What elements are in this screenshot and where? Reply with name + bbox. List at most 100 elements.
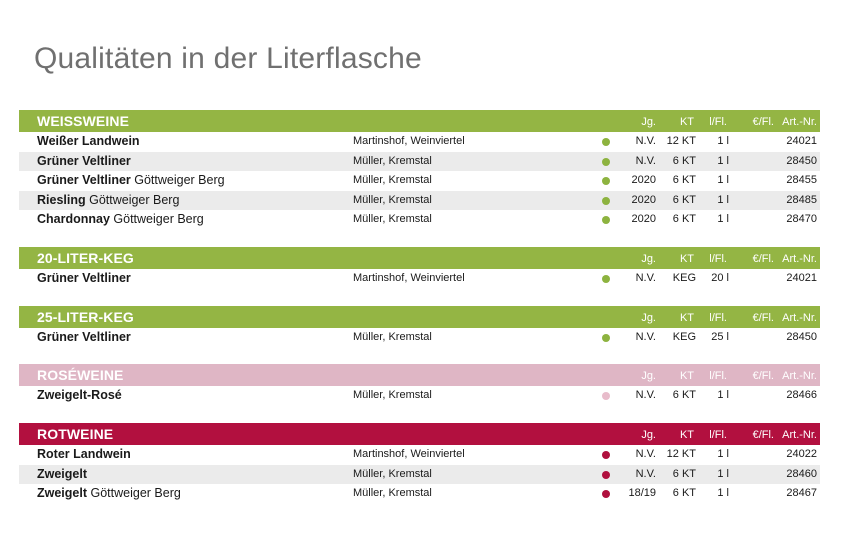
column-header-art: Art.-Nr. — [782, 253, 817, 265]
color-dot-icon — [602, 334, 610, 342]
wine-name-suffix: Göttweiger Berg — [85, 192, 180, 207]
column-header-eur: €/Fl. — [752, 253, 774, 265]
producer: Müller, Kremstal — [353, 467, 432, 480]
cell-art: 28466 — [786, 389, 817, 401]
section-title: 25-LITER-KEG — [37, 309, 134, 325]
cell-kt: KEG — [672, 331, 696, 343]
cell-lfl: 25 l — [711, 331, 729, 343]
wine-name: Grüner Veltliner Göttweiger Berg — [37, 173, 225, 187]
section-header: 20-LITER-KEG Jg. KT l/Fl. €/Fl. Art.-Nr. — [19, 247, 820, 269]
cell-jg: 2020 — [631, 213, 656, 225]
table-row: Grüner Veltliner Martinshof, Weinviertel N… — [19, 269, 820, 289]
producer: Martinshof, Weinviertel — [353, 448, 465, 460]
cell-jg: N.V. — [635, 272, 656, 284]
cell-jg: 2020 — [631, 174, 656, 186]
cell-lfl: 1 l — [717, 174, 729, 186]
cell-jg: N.V. — [635, 389, 656, 401]
column-header-eur: €/Fl. — [752, 312, 774, 324]
cell-jg: 2020 — [631, 193, 656, 206]
color-dot-icon — [602, 157, 610, 166]
column-header-jg: Jg. — [641, 429, 656, 441]
cell-kt: 12 KT — [666, 448, 696, 460]
column-header-kt: KT — [679, 312, 694, 324]
wine-name: Zweigelt-Rosé — [37, 388, 122, 402]
section-header: 25-LITER-KEG Jg. KT l/Fl. €/Fl. Art.-Nr. — [19, 306, 820, 328]
color-dot-icon — [602, 177, 610, 185]
table-row: Roter Landwein Martinshof, Weinviertel N.V… — [19, 445, 820, 465]
wine-name: Zweigelt Göttweiger Berg — [37, 486, 181, 500]
cell-kt: 6 KT — [672, 213, 696, 225]
section-4: ROTWEINE Jg. KT l/Fl. €/Fl. Art.-Nr. Roter Lan… — [19, 423, 820, 504]
section-title: ROSÉWEINE — [37, 367, 124, 383]
cell-lfl: 1 l — [717, 389, 729, 401]
cell-jg: 18/19 — [628, 487, 656, 499]
table-row: Weißer Landwein Martinshof, Weinviertel N.… — [19, 132, 820, 152]
wine-name: Zweigelt — [37, 467, 87, 481]
cell-lfl: 1 l — [717, 448, 729, 460]
column-header-jg: Jg. — [641, 312, 656, 324]
table-row: Zweigelt Müller, Kremstal N.V. 6 KT 1 l 28460 — [19, 464, 820, 484]
producer: Müller, Kremstal — [353, 213, 432, 225]
producer: Martinshof, Weinviertel — [353, 272, 465, 284]
wine-name: Grüner Veltliner — [37, 154, 131, 168]
section-header: WEISSWEINE Jg. KT l/Fl. €/Fl. Art.-Nr. — [19, 110, 820, 132]
column-header-art: Art.-Nr. — [782, 429, 817, 441]
cell-art: 24021 — [786, 135, 817, 147]
table-row: Zweigelt-Rosé Müller, Kremstal N.V. 6 KT 1 l… — [19, 386, 820, 406]
producer: Müller, Kremstal — [353, 154, 432, 167]
cell-jg: N.V. — [635, 467, 656, 480]
wine-name-bold: Grüner Veltliner — [37, 330, 131, 344]
column-header-lfl: l/Fl. — [709, 253, 727, 265]
color-dot-icon — [602, 138, 610, 146]
wine-name: Grüner Veltliner — [37, 271, 131, 285]
color-dot-icon — [602, 196, 610, 205]
table-row: Chardonnay Göttweiger Berg Müller, Kremst… — [19, 210, 820, 230]
color-dot-icon — [602, 470, 610, 479]
wine-name-bold: Zweigelt — [37, 466, 88, 481]
cell-art: 28450 — [786, 331, 817, 343]
column-header-kt: KT — [679, 253, 694, 265]
wine-name-bold: Grüner Veltliner — [37, 153, 131, 168]
section-header: ROSÉWEINE Jg. KT l/Fl. €/Fl. Art.-Nr. — [19, 364, 820, 386]
section-2: 25-LITER-KEG Jg. KT l/Fl. €/Fl. Art.-Nr. Grüne… — [19, 306, 820, 348]
cell-art: 28455 — [786, 174, 817, 186]
column-header-art: Art.-Nr. — [782, 312, 817, 324]
cell-lfl: 1 l — [717, 487, 729, 499]
color-dot-icon — [602, 216, 610, 224]
wine-name-suffix: Göttweiger Berg — [87, 486, 181, 500]
producer: Müller, Kremstal — [353, 193, 432, 206]
wine-name: Grüner Veltliner — [37, 330, 131, 344]
producer: Müller, Kremstal — [353, 174, 432, 186]
section-1: 20-LITER-KEG Jg. KT l/Fl. €/Fl. Art.-Nr. Grüne… — [19, 247, 820, 289]
table-row: Grüner Veltliner Müller, Kremstal N.V. KEG 2… — [19, 328, 820, 348]
column-header-jg: Jg. — [641, 370, 656, 382]
column-header-art: Art.-Nr. — [782, 116, 817, 128]
section-title: WEISSWEINE — [37, 113, 130, 129]
section-3: ROSÉWEINE Jg. KT l/Fl. €/Fl. Art.-Nr. Zweigelt… — [19, 364, 820, 406]
column-header-art: Art.-Nr. — [782, 370, 817, 382]
wine-name-bold: Zweigelt-Rosé — [37, 388, 122, 402]
wine-name-bold: Riesling — [37, 192, 86, 207]
section-header: ROTWEINE Jg. KT l/Fl. €/Fl. Art.-Nr. — [19, 423, 820, 445]
producer: Müller, Kremstal — [353, 389, 432, 401]
wine-name: Riesling Göttweiger Berg — [37, 193, 179, 207]
column-header-eur: €/Fl. — [752, 429, 774, 441]
cell-lfl: 1 l — [717, 154, 729, 167]
wine-name-bold: Chardonnay — [37, 212, 110, 226]
table-row: Grüner Veltliner Müller, Kremstal N.V. 6 KT… — [19, 151, 820, 171]
wine-name-bold: Zweigelt — [37, 486, 88, 500]
column-header-jg: Jg. — [641, 253, 656, 265]
cell-lfl: 1 l — [717, 467, 729, 480]
cell-kt: KEG — [672, 272, 696, 284]
wine-name-suffix: Göttweiger Berg — [109, 212, 204, 226]
cell-art: 28467 — [786, 487, 817, 499]
section-title: 20-LITER-KEG — [37, 250, 134, 266]
cell-art: 24021 — [786, 272, 817, 284]
wine-name-bold: Grüner Veltliner — [37, 271, 131, 285]
producer: Martinshof, Weinviertel — [353, 135, 465, 147]
column-header-eur: €/Fl. — [752, 370, 774, 382]
cell-kt: 6 KT — [672, 389, 696, 401]
producer: Müller, Kremstal — [353, 331, 432, 343]
cell-lfl: 1 l — [717, 213, 729, 225]
wine-name-bold: Roter Landwein — [37, 447, 131, 461]
